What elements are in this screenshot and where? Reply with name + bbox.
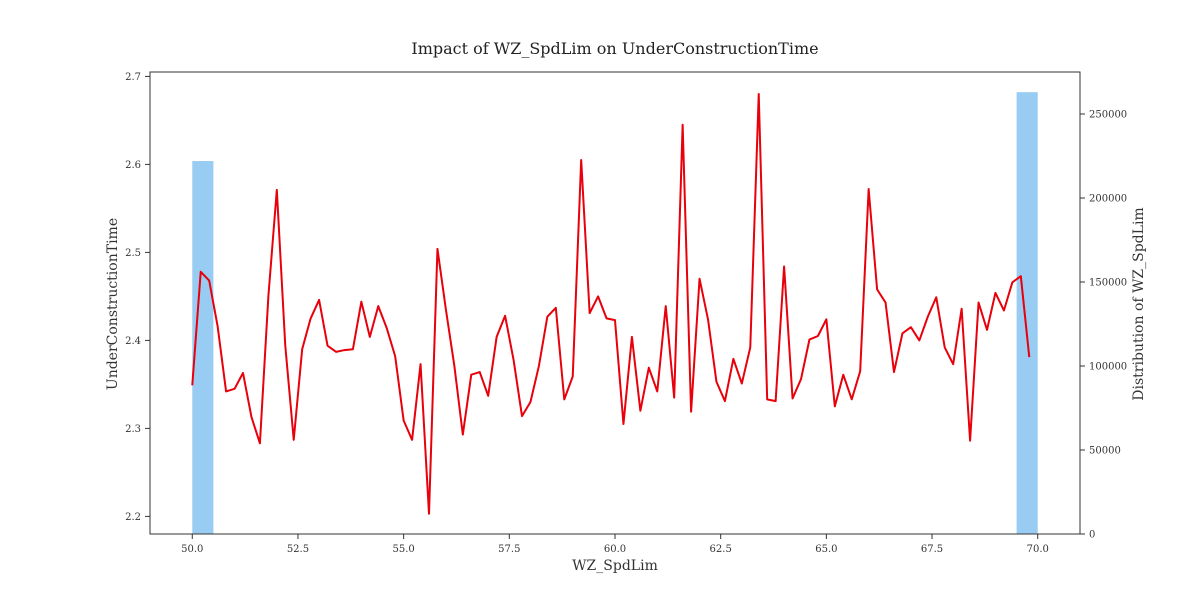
chart-title: Impact of WZ_SpdLim on UnderConstruction… — [411, 39, 818, 58]
right-y-axis-label: Distribution of WZ_SpdLim — [1131, 207, 1147, 400]
left-y-tick-label: 2.3 — [125, 424, 141, 435]
right-y-tick-label: 0 — [1089, 530, 1095, 541]
right-y-tick-label: 50000 — [1089, 446, 1121, 457]
left-y-tick-label: 2.6 — [125, 160, 141, 171]
x-tick-label: 50.0 — [181, 544, 203, 555]
right-y-tick-label: 200000 — [1089, 194, 1127, 205]
left-y-tick-label: 2.4 — [125, 336, 141, 347]
right-y-tick-label: 150000 — [1089, 278, 1127, 289]
left-y-axis-ticks: 2.2 2.3 2.4 2.5 2.6 2.7 — [125, 72, 150, 523]
x-tick-label: 55.0 — [393, 544, 415, 555]
line-layer — [191, 93, 1031, 515]
x-axis-ticks: 50.0 52.5 55.0 57.5 60.0 62.5 65.0 67.5 70.0 — [181, 534, 1049, 555]
x-axis-label: WZ_SpdLim — [572, 558, 658, 574]
plot-frame — [149, 71, 1081, 535]
left-y-tick-label: 2.2 — [125, 512, 141, 523]
x-tick-label: 62.5 — [710, 544, 732, 555]
x-tick-label: 60.0 — [604, 544, 626, 555]
series-line — [191, 93, 1031, 515]
x-tick-label: 70.0 — [1027, 544, 1049, 555]
x-tick-label: 65.0 — [815, 544, 837, 555]
histogram-bar-1 — [1016, 92, 1038, 534]
right-y-tick-label: 250000 — [1089, 110, 1127, 121]
x-tick-label: 52.5 — [287, 544, 309, 555]
left-y-tick-label: 2.5 — [125, 248, 141, 259]
x-tick-label: 57.5 — [498, 544, 520, 555]
histogram-bar-0 — [192, 161, 214, 535]
left-y-axis-label: UnderConstructionTime — [105, 218, 121, 390]
left-y-tick-label: 2.7 — [125, 72, 141, 83]
right-y-tick-label: 100000 — [1089, 362, 1127, 373]
x-tick-label: 67.5 — [921, 544, 943, 555]
histogram-layer — [192, 92, 1038, 535]
right-y-axis-ticks: 0 50000 100000 150000 200000 250000 — [1080, 110, 1127, 541]
